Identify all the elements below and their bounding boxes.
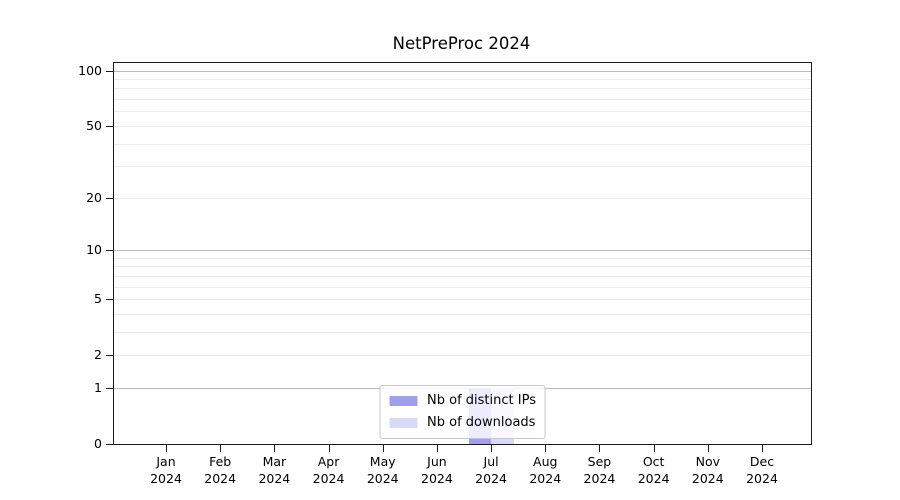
gridline-minor (114, 99, 811, 101)
y-tick (106, 250, 113, 251)
x-tick-label: Mar 2024 (258, 454, 291, 486)
x-tick (762, 445, 763, 452)
y-tick (106, 355, 113, 357)
x-tick (220, 445, 222, 452)
gridline-minor (114, 197, 811, 199)
x-tick (707, 445, 709, 452)
y-tick (106, 197, 113, 199)
legend-swatch (389, 396, 418, 406)
gridline-minor (114, 125, 811, 127)
x-tick (166, 445, 167, 452)
y-tick-label: 0 (94, 436, 102, 451)
x-tick-label: Apr 2024 (312, 454, 345, 486)
legend-swatch (389, 418, 418, 428)
gridline-minor (114, 355, 811, 357)
y-tick-label: 50 (86, 117, 102, 133)
y-tick-label: 20 (86, 189, 102, 205)
y-tick (106, 125, 113, 127)
gridline-minor (114, 88, 811, 90)
x-tick-label: Aug 2024 (529, 454, 562, 486)
x-tick (436, 445, 438, 452)
legend-label: Nb of downloads (427, 415, 536, 430)
gridline-minor (114, 331, 811, 333)
chart-title: NetPreProc 2024 (392, 34, 531, 53)
gridline-minor (114, 166, 811, 168)
gridline-minor (114, 266, 811, 268)
x-tick-label: Nov 2024 (691, 454, 724, 486)
y-tick-label: 10 (86, 242, 102, 257)
x-tick (653, 445, 655, 452)
y-tick (106, 70, 113, 72)
gridline-major (114, 70, 811, 72)
gridline-major (114, 250, 811, 251)
gridline-minor (114, 275, 811, 277)
y-tick-label: 100 (78, 62, 102, 78)
gridline-minor (114, 313, 811, 315)
x-tick (491, 445, 493, 452)
y-tick (106, 299, 113, 301)
gridline-minor (114, 257, 811, 259)
x-tick-label: Oct 2024 (637, 454, 670, 486)
x-tick-label: Jul 2024 (475, 454, 507, 486)
x-tick (545, 445, 547, 452)
legend-label: Nb of distinct IPs (427, 393, 536, 408)
gridline-minor (114, 111, 811, 113)
x-tick-label: Jun 2024 (421, 454, 453, 486)
legend-entry: Nb of downloads (389, 414, 536, 432)
y-tick (106, 444, 113, 445)
y-tick (106, 387, 113, 389)
y-tick-label: 2 (94, 347, 102, 363)
axes-layer: 0 1 2 5 10 20 50 100 Jan 2024 Feb 2024 Mar 2024 Apr… (78, 63, 811, 486)
x-tick-label: Feb 2024 (204, 454, 237, 486)
y-tick-label: 5 (94, 291, 102, 307)
x-tick (599, 445, 601, 452)
gridline-minor (114, 299, 811, 301)
plot-area: 0 1 2 5 10 20 50 100 Jan 2024 Feb 2024 Mar 2024 Apr… (78, 62, 812, 486)
x-tick-label: May 2024 (366, 454, 399, 486)
legend-entry: Nb of distinct IPs (389, 392, 536, 410)
y-tick-label: 1 (94, 379, 102, 395)
legend: Nb of distinct IPs Nb of downloads (379, 385, 546, 439)
gridline-minor (114, 79, 811, 81)
gridline-minor (114, 143, 811, 145)
x-tick-label: Dec 2024 (746, 454, 778, 486)
x-tick (274, 445, 276, 452)
x-tick (328, 445, 330, 452)
x-tick (382, 445, 384, 452)
x-tick-label: Sep 2024 (583, 454, 616, 486)
x-tick-label: Jan 2024 (150, 454, 182, 486)
gridline-minor (114, 286, 811, 288)
